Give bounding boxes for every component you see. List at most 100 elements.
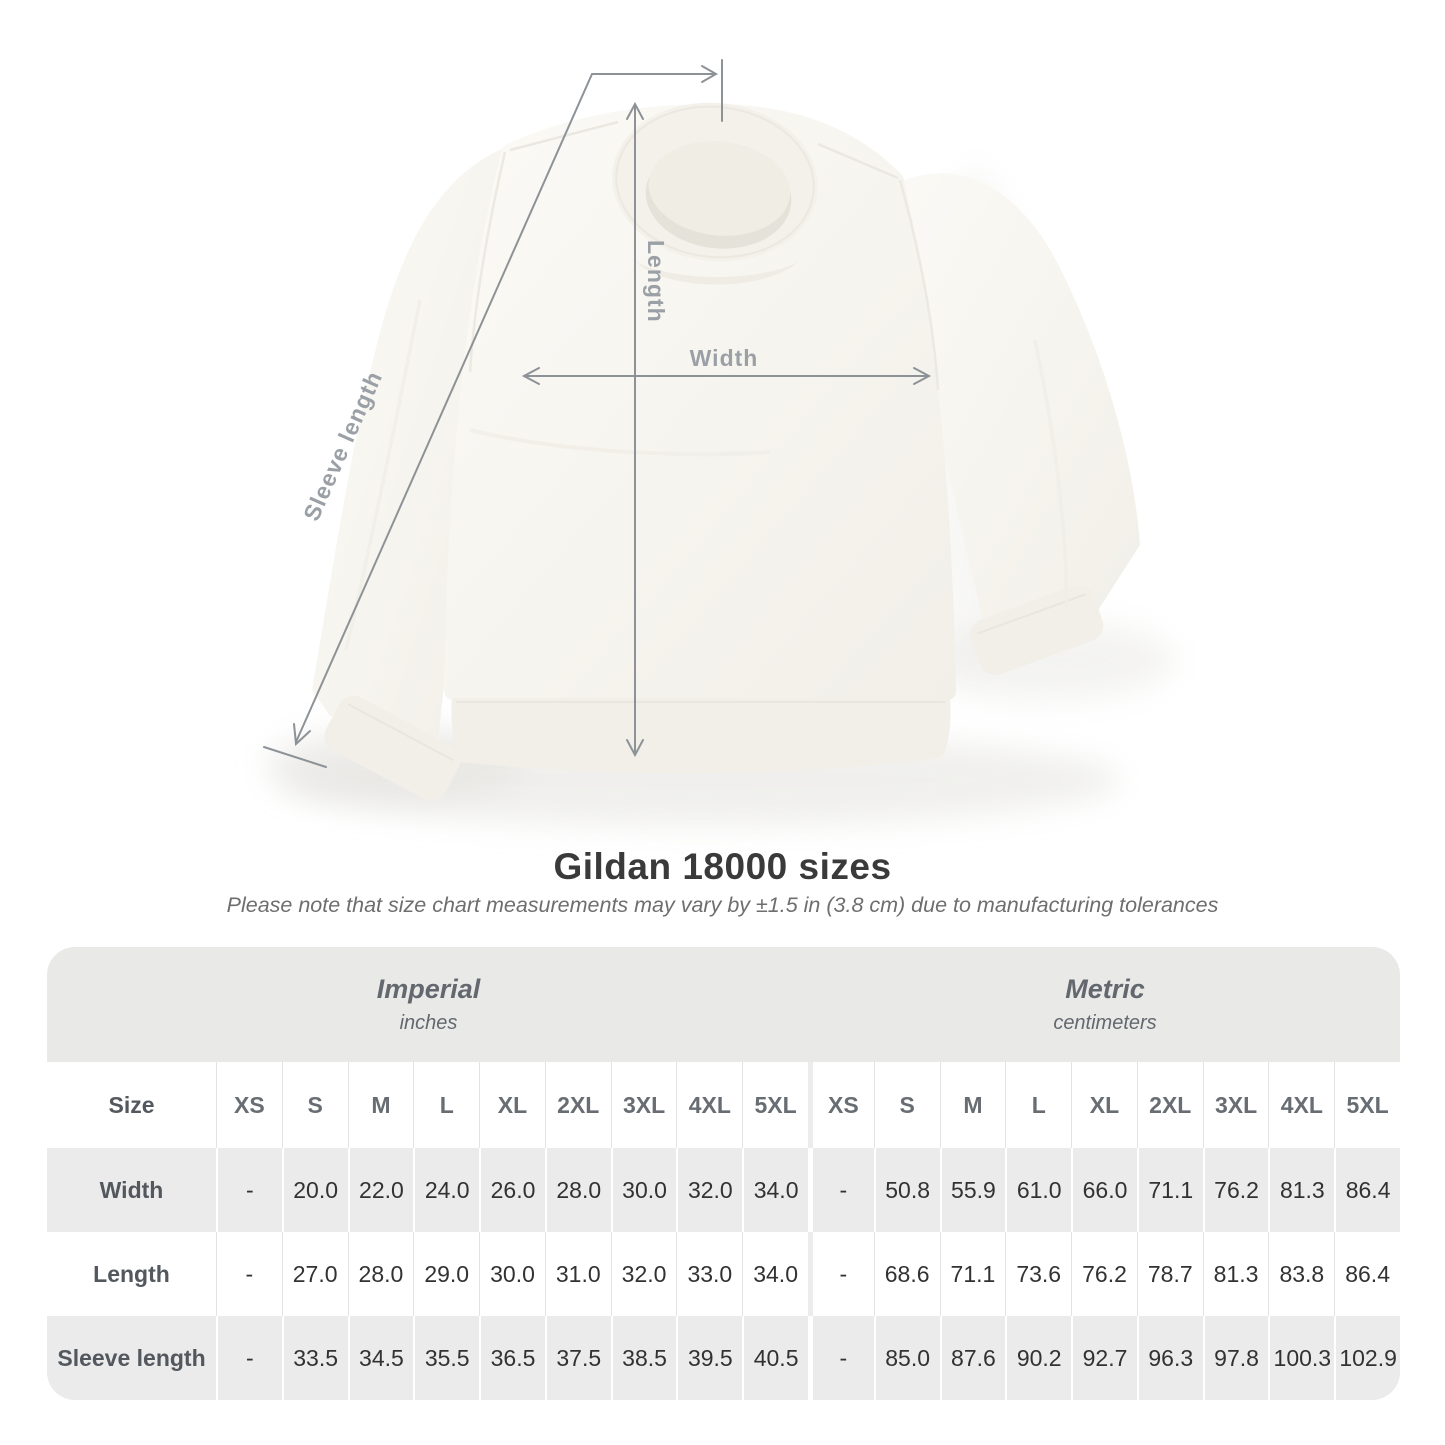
table-cell: 32.0 [676, 1148, 742, 1232]
table-cell: 73.6 [1005, 1232, 1071, 1316]
top-leader-line [591, 59, 723, 122]
size-col-header: 5XL [1334, 1062, 1400, 1148]
size-col-header: M [939, 1062, 1006, 1148]
table-cell: - [216, 1148, 282, 1232]
table-cell: - [808, 1232, 874, 1316]
table-cell: 40.5 [742, 1316, 808, 1400]
table-cell: 37.5 [544, 1316, 611, 1400]
cuff-tick-line [263, 746, 327, 768]
size-col-header: 3XL [610, 1062, 677, 1148]
table-cell: 92.7 [1071, 1316, 1137, 1400]
page-title: Gildan 18000 sizes [553, 846, 892, 887]
table-cell: 30.0 [479, 1232, 545, 1316]
table-cell: 83.8 [1268, 1232, 1334, 1316]
size-col-header: L [1005, 1062, 1071, 1148]
table-cell: 68.6 [873, 1232, 940, 1316]
table-cell: 102.9 [1334, 1316, 1400, 1400]
row-label: Width [99, 1176, 164, 1203]
size-col-header: S [281, 1062, 348, 1148]
table-cell: 96.3 [1136, 1316, 1203, 1400]
table-cell: 20.0 [281, 1148, 348, 1232]
size-col-header: L [413, 1062, 479, 1148]
metric-section-header: Metric centimeters [810, 947, 1400, 1062]
table-cell: 97.8 [1202, 1316, 1269, 1400]
table-cell: 76.2 [1071, 1232, 1137, 1316]
table-cell: 85.0 [873, 1316, 940, 1400]
row-label: Sleeve length [57, 1344, 206, 1371]
table-cell: 22.0 [347, 1148, 414, 1232]
size-header-row: Size XS S M L XL 2XL 3XL 4XL 5XL XS S M … [47, 1062, 1400, 1148]
width-line [521, 367, 932, 385]
size-col-header: 4XL [1268, 1062, 1334, 1148]
size-col-header: 2XL [1136, 1062, 1203, 1148]
table-cell: 76.2 [1202, 1148, 1269, 1232]
sweatshirt-illustration [312, 102, 1140, 801]
imperial-section-header: Imperial inches [47, 947, 810, 1062]
table-cell: 34.0 [742, 1232, 808, 1316]
table-cell: 28.0 [544, 1148, 611, 1232]
size-col-header: XS [808, 1062, 874, 1148]
size-col-header: S [873, 1062, 940, 1148]
table-cell: 90.2 [1005, 1316, 1071, 1400]
size-col-header: XL [1071, 1062, 1137, 1148]
sleeve-length-line [263, 73, 593, 768]
table-cell: 30.0 [610, 1148, 677, 1232]
table-cell: 33.0 [676, 1232, 742, 1316]
table-cell: 81.3 [1268, 1148, 1334, 1232]
table-cell: 81.3 [1202, 1232, 1269, 1316]
table-cell: 55.9 [939, 1148, 1006, 1232]
size-col-header: M [347, 1062, 414, 1148]
table-cell: 50.8 [873, 1148, 940, 1232]
table-cell: - [216, 1232, 282, 1316]
size-col-header: 3XL [1202, 1062, 1269, 1148]
table-row-width: Width - 20.0 22.0 24.0 26.0 28.0 30.0 32… [47, 1148, 1400, 1232]
table-cell: 34.0 [742, 1148, 808, 1232]
table-cell: 33.5 [281, 1316, 348, 1400]
table-row-length: Length - 27.0 28.0 29.0 30.0 31.0 32.0 3… [47, 1232, 1400, 1316]
table-cell: 34.5 [347, 1316, 414, 1400]
sweatshirt-figure: Length Width Sleeve length [263, 59, 1175, 826]
row-label: Length [93, 1260, 170, 1287]
table-cell: 71.1 [1136, 1148, 1203, 1232]
imperial-title: Imperial [376, 974, 481, 1004]
table-cell: - [808, 1316, 874, 1400]
table-cell: 78.7 [1136, 1232, 1203, 1316]
table-cell: 36.5 [479, 1316, 545, 1400]
length-line [626, 101, 644, 758]
table-cell: 29.0 [413, 1232, 479, 1316]
length-label: Length [643, 240, 669, 323]
table-cell: 87.6 [939, 1316, 1006, 1400]
size-col-header: 2XL [544, 1062, 611, 1148]
size-table: Imperial inches Metric centimeters Size … [47, 947, 1400, 1400]
metric-unit: centimeters [1053, 1012, 1157, 1034]
collar [612, 102, 818, 262]
table-cell: - [808, 1148, 874, 1232]
table-cell: 24.0 [413, 1148, 479, 1232]
table-cell: 61.0 [1005, 1148, 1071, 1232]
size-column-title: Size [108, 1091, 155, 1118]
table-cell: 71.1 [939, 1232, 1006, 1316]
tolerance-note: Please note that size chart measurements… [226, 893, 1219, 917]
size-col-header: 4XL [676, 1062, 742, 1148]
table-cell: 86.4 [1334, 1148, 1400, 1232]
table-row-sleeve-length: Sleeve length - 33.5 34.5 35.5 36.5 37.5… [47, 1316, 1400, 1400]
table-cell: 27.0 [281, 1232, 348, 1316]
imperial-unit: inches [399, 1012, 458, 1034]
table-header-band: Imperial inches Metric centimeters [47, 947, 1400, 1062]
table-cell: 100.3 [1268, 1316, 1334, 1400]
table-cell: 32.0 [610, 1232, 677, 1316]
measurement-lines [263, 59, 932, 768]
size-col-header: XS [216, 1062, 282, 1148]
table-cell: 35.5 [413, 1316, 479, 1400]
table-cell: 86.4 [1334, 1232, 1400, 1316]
size-col-header: 5XL [742, 1062, 808, 1148]
size-col-header: XL [479, 1062, 545, 1148]
metric-title: Metric [1065, 974, 1145, 1004]
table-cell: 39.5 [676, 1316, 742, 1400]
table-cell: - [216, 1316, 282, 1400]
width-label: Width [690, 345, 759, 371]
table-cell: 28.0 [347, 1232, 414, 1316]
table-cell: 38.5 [610, 1316, 677, 1400]
table-cell: 31.0 [544, 1232, 611, 1316]
